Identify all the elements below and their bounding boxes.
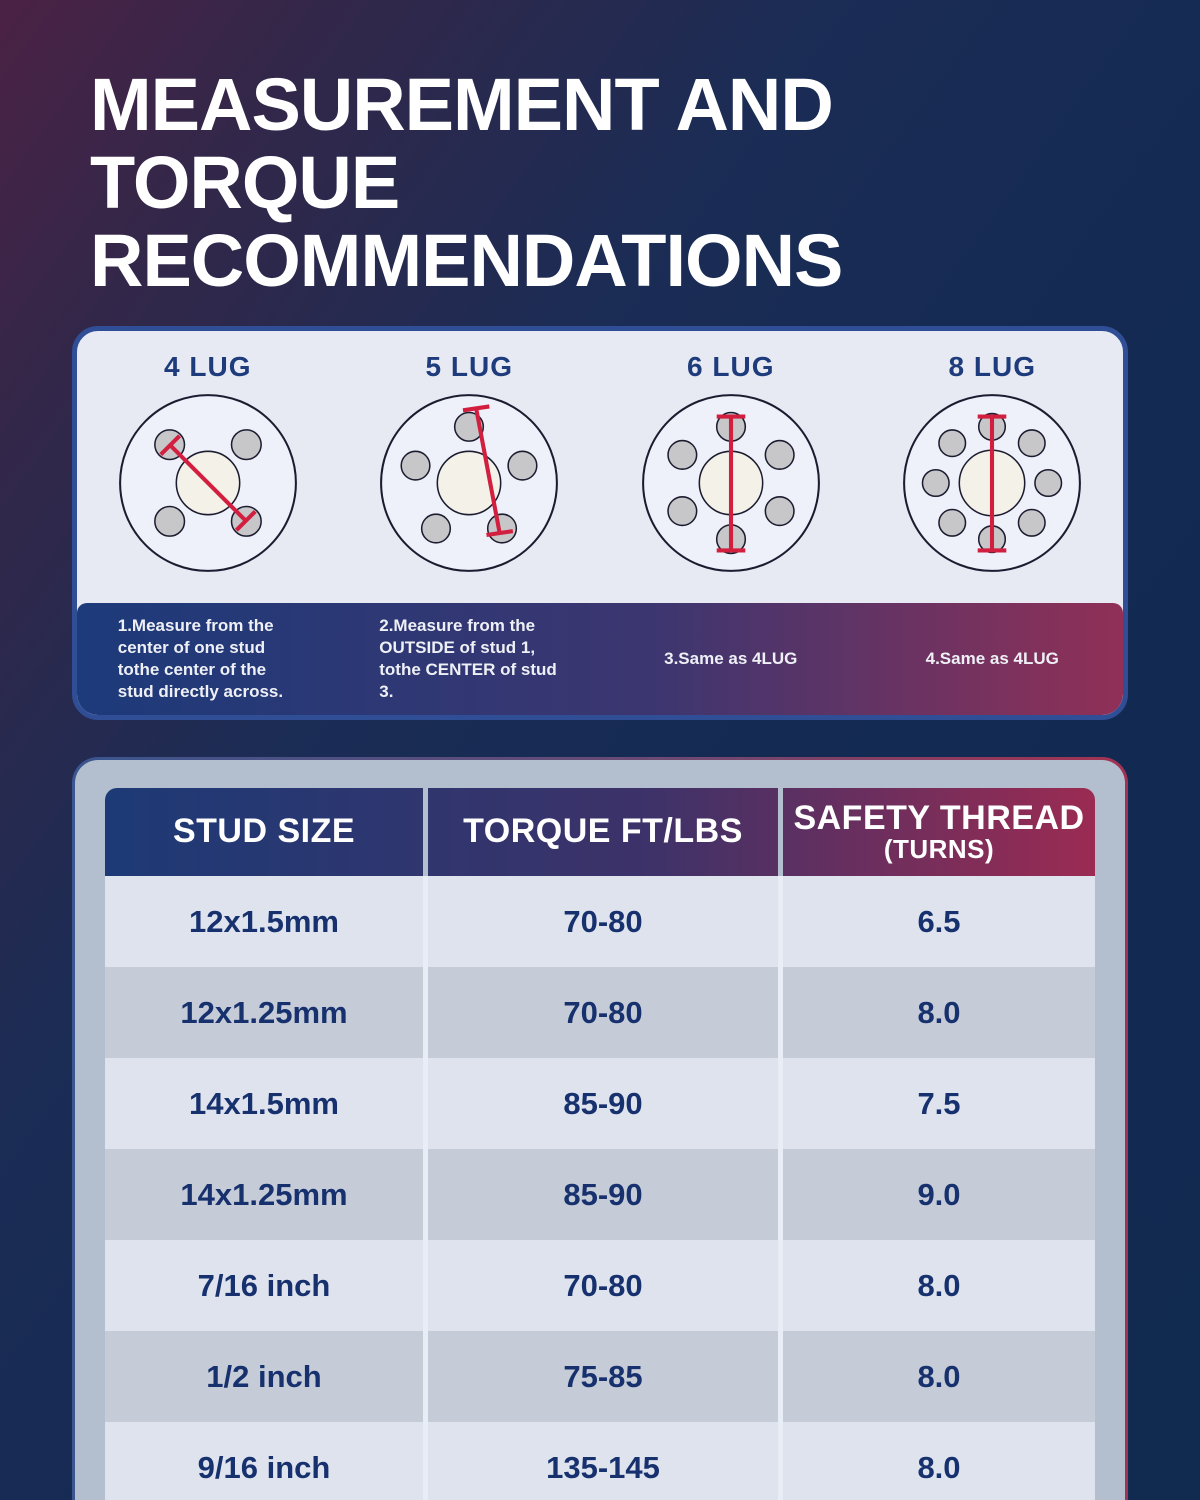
cell-stud-size: 7/16 inch bbox=[105, 1240, 423, 1331]
column-divider bbox=[778, 1331, 783, 1422]
cell-safety-thread: 8.0 bbox=[783, 1331, 1095, 1422]
cell-safety-thread: 6.5 bbox=[783, 876, 1095, 967]
studs bbox=[921, 412, 1063, 554]
column-divider bbox=[423, 1240, 428, 1331]
cell-stud-size: 14x1.25mm bbox=[105, 1149, 423, 1240]
4-lug-bolt-pattern-icon bbox=[118, 394, 297, 572]
cell-torque: 70-80 bbox=[428, 876, 778, 967]
instruction-text-1: 1.Measure from the center of one stud to… bbox=[117, 615, 284, 702]
8-lug-bolt-pattern-icon bbox=[903, 394, 1082, 572]
instruction-cell-3: 3.Same as 4LUG bbox=[600, 603, 862, 715]
cell-stud-size: 12x1.25mm bbox=[105, 967, 423, 1058]
header-stud-size-label: STUD SIZE bbox=[172, 812, 356, 851]
measurement-line bbox=[159, 434, 257, 532]
cell-torque: 85-90 bbox=[428, 1058, 778, 1149]
lug-column-4: 4 LUG bbox=[77, 331, 339, 603]
measurement-line bbox=[977, 414, 1007, 553]
cell-safety-thread: 7.5 bbox=[783, 1058, 1095, 1149]
measurement-line bbox=[462, 404, 514, 538]
instruction-cell-2: 2.Measure from the OUTSIDE of stud 1, to… bbox=[339, 603, 601, 715]
hub-bore bbox=[436, 450, 502, 516]
column-divider bbox=[778, 1240, 783, 1331]
table-row: 1/2 inch 75-85 8.0 bbox=[105, 1331, 1095, 1422]
column-divider bbox=[778, 1149, 783, 1240]
cell-stud-size: 9/16 inch bbox=[105, 1422, 423, 1500]
header-stud-size: STUD SIZE bbox=[105, 788, 423, 876]
table-row: 7/16 inch 70-80 8.0 bbox=[105, 1240, 1095, 1331]
column-divider bbox=[778, 967, 783, 1058]
studs bbox=[400, 411, 538, 544]
cell-safety-thread: 9.0 bbox=[783, 1149, 1095, 1240]
lug-measurement-panel: 4 LUG 5 LUG bbox=[72, 326, 1128, 720]
instruction-cell-1: 1.Measure from the center of one stud to… bbox=[77, 603, 339, 715]
table-row: 12x1.25mm 70-80 8.0 bbox=[105, 967, 1095, 1058]
header-safety-thread-label: SAFETY THREAD bbox=[793, 798, 1085, 837]
column-divider bbox=[423, 967, 428, 1058]
lug-label-6: 6 LUG bbox=[687, 351, 775, 382]
table-row: 9/16 inch 135-145 8.0 bbox=[105, 1422, 1095, 1500]
cell-stud-size: 14x1.5mm bbox=[105, 1058, 423, 1149]
lug-label-8: 8 LUG bbox=[948, 351, 1036, 382]
column-divider bbox=[423, 1331, 428, 1422]
studs bbox=[153, 429, 262, 537]
header-torque-label: TORQUE FT/LBS bbox=[463, 812, 743, 851]
torque-table-panel: STUD SIZE TORQUE FT/LBS SAFETY THREAD (T… bbox=[72, 757, 1128, 1500]
lug-diagrams-row: 4 LUG 5 LUG bbox=[77, 331, 1123, 603]
column-divider bbox=[778, 876, 783, 967]
header-safety-thread: SAFETY THREAD (TURNS) bbox=[783, 788, 1095, 876]
cell-safety-thread: 8.0 bbox=[783, 967, 1095, 1058]
cell-torque: 70-80 bbox=[428, 1240, 778, 1331]
cell-torque: 85-90 bbox=[428, 1149, 778, 1240]
table-header-row: STUD SIZE TORQUE FT/LBS SAFETY THREAD (T… bbox=[105, 788, 1095, 876]
measurement-line bbox=[716, 414, 746, 553]
torque-table: STUD SIZE TORQUE FT/LBS SAFETY THREAD (T… bbox=[75, 760, 1125, 1500]
column-divider bbox=[423, 1058, 428, 1149]
lug-label-4: 4 LUG bbox=[164, 351, 252, 382]
column-divider bbox=[423, 788, 428, 876]
table-row: 12x1.5mm 70-80 6.5 bbox=[105, 876, 1095, 967]
header-torque: TORQUE FT/LBS bbox=[428, 788, 778, 876]
cell-safety-thread: 8.0 bbox=[783, 1240, 1095, 1331]
column-divider bbox=[778, 788, 783, 876]
cell-stud-size: 12x1.5mm bbox=[105, 876, 423, 967]
column-divider bbox=[778, 1422, 783, 1500]
5-lug-bolt-pattern-icon bbox=[380, 394, 559, 572]
lug-label-5: 5 LUG bbox=[425, 351, 513, 382]
header-safety-thread-subtitle: (TURNS) bbox=[883, 834, 995, 865]
table-row: 14x1.25mm 85-90 9.0 bbox=[105, 1149, 1095, 1240]
column-divider bbox=[423, 1422, 428, 1500]
page-title: MEASUREMENT AND TORQUE RECOMMENDATIONS bbox=[90, 63, 843, 302]
cell-torque: 135-145 bbox=[428, 1422, 778, 1500]
lug-column-6: 6 LUG bbox=[600, 331, 862, 603]
instruction-cell-4: 4.Same as 4LUG bbox=[862, 603, 1124, 715]
lug-column-5: 5 LUG bbox=[339, 331, 601, 603]
lug-instructions-strip: 1.Measure from the center of one stud to… bbox=[77, 603, 1123, 715]
column-divider bbox=[423, 1149, 428, 1240]
column-divider bbox=[778, 1058, 783, 1149]
instruction-text-2: 2.Measure from the OUTSIDE of stud 1, to… bbox=[379, 615, 557, 702]
lug-column-8: 8 LUG bbox=[862, 331, 1124, 603]
cell-torque: 75-85 bbox=[428, 1331, 778, 1422]
table-row: 14x1.5mm 85-90 7.5 bbox=[105, 1058, 1095, 1149]
cell-safety-thread: 8.0 bbox=[783, 1422, 1095, 1500]
instruction-text-4: 4.Same as 4LUG bbox=[925, 648, 1059, 668]
cell-stud-size: 1/2 inch bbox=[105, 1331, 423, 1422]
table-body: 12x1.5mm 70-80 6.5 12x1.25mm 70-80 8.0 1… bbox=[105, 876, 1095, 1500]
instruction-text-3: 3.Same as 4LUG bbox=[664, 648, 798, 668]
6-lug-bolt-pattern-icon bbox=[641, 394, 820, 572]
column-divider bbox=[423, 876, 428, 967]
cell-torque: 70-80 bbox=[428, 967, 778, 1058]
